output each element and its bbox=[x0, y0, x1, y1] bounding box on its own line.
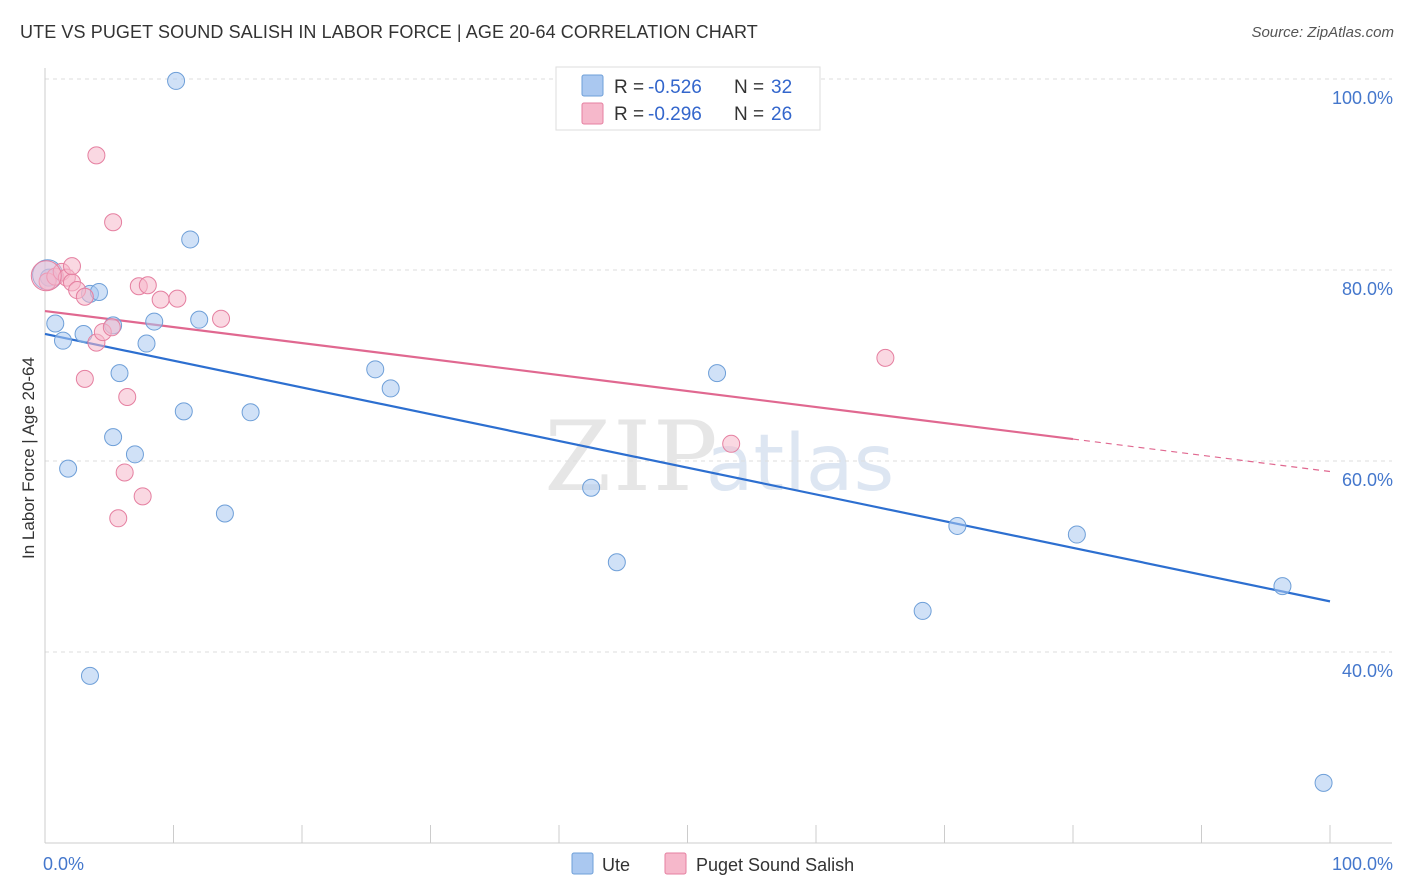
y-tick-label-0: 100.0% bbox=[1332, 88, 1393, 108]
chart-source: Source: ZipAtlas.com bbox=[1251, 24, 1394, 41]
ute-point-24 bbox=[708, 364, 727, 383]
ute-point-26 bbox=[913, 601, 932, 620]
salish-point-7 bbox=[75, 287, 94, 306]
ute-point-3 bbox=[59, 459, 78, 478]
axes bbox=[44, 68, 1392, 844]
trend-line-salish-extension bbox=[1072, 438, 1331, 473]
legend-n-label-salish: N = bbox=[734, 104, 764, 125]
legend-swatch-ute bbox=[581, 74, 604, 97]
salish-point-14 bbox=[109, 509, 128, 528]
ute-point-21 bbox=[381, 379, 400, 398]
ute-point-13 bbox=[145, 312, 164, 331]
salish-point-19 bbox=[138, 276, 157, 295]
ute-point-14 bbox=[167, 71, 186, 90]
y-axis-title: In Labor Force | Age 20-64 bbox=[19, 357, 38, 559]
ute-point-30 bbox=[1314, 773, 1333, 792]
x-tick-label-0: 0.0% bbox=[43, 854, 84, 874]
ute-point-16 bbox=[181, 230, 200, 249]
ute-point-4 bbox=[74, 324, 93, 343]
ute-point-27 bbox=[948, 516, 967, 535]
legend-swatch-salish bbox=[581, 102, 604, 125]
bottom-legend-swatch-ute bbox=[571, 852, 594, 875]
legend-r-label-ute: R = bbox=[614, 77, 644, 98]
legend-r-label-salish: R = bbox=[614, 104, 644, 125]
ute-point-18 bbox=[215, 504, 234, 523]
bottom-legend-label-ute: Ute bbox=[602, 855, 630, 875]
salish-point-16 bbox=[118, 388, 137, 407]
y-tick-label-2: 60.0% bbox=[1342, 470, 1393, 490]
ute-point-29 bbox=[1273, 577, 1292, 596]
ute-point-10 bbox=[110, 364, 129, 383]
ute-point-17 bbox=[190, 310, 209, 329]
bottom-legend-label-salish: Puget Sound Salish bbox=[696, 855, 854, 875]
ute-point-20 bbox=[366, 360, 385, 379]
y-tick-label-1: 80.0% bbox=[1342, 279, 1393, 299]
ute-point-12 bbox=[137, 334, 156, 353]
salish-point-20 bbox=[151, 290, 170, 309]
salish-point-5 bbox=[62, 257, 81, 276]
ute-point-11 bbox=[125, 445, 144, 464]
salish-point-15 bbox=[115, 463, 134, 482]
salish-point-18 bbox=[133, 487, 152, 506]
ute-point-9 bbox=[104, 428, 123, 447]
x-ticks bbox=[44, 825, 1331, 843]
salish-point-13 bbox=[104, 213, 123, 232]
trend-line-salish bbox=[44, 309, 1074, 441]
salish-point-9 bbox=[87, 146, 106, 165]
watermark-atlas: atlas bbox=[706, 419, 895, 509]
data-points bbox=[30, 71, 1333, 792]
ute-point-6 bbox=[80, 666, 99, 685]
y-tick-labels: 100.0% 80.0% 60.0% 40.0% bbox=[1332, 88, 1393, 681]
salish-point-8 bbox=[75, 369, 94, 388]
ute-point-1 bbox=[46, 314, 65, 333]
watermark: ZIP atlas bbox=[544, 401, 894, 513]
salish-point-12 bbox=[102, 318, 121, 337]
ute-point-15 bbox=[174, 402, 193, 421]
salish-point-21 bbox=[168, 289, 187, 308]
x-tick-label-1: 100.0% bbox=[1332, 854, 1393, 874]
ute-point-23 bbox=[607, 553, 626, 572]
trend-lines bbox=[44, 309, 1331, 603]
trend-line-ute bbox=[44, 332, 1331, 603]
legend-r-value-ute: -0.526 bbox=[648, 77, 702, 98]
salish-point-23 bbox=[722, 434, 741, 453]
legend-n-value-ute: 32 bbox=[771, 77, 792, 98]
ute-point-2 bbox=[53, 331, 72, 350]
salish-point-24 bbox=[876, 348, 895, 367]
y-tick-label-3: 40.0% bbox=[1342, 661, 1393, 681]
chart-title: UTE VS PUGET SOUND SALISH IN LABOR FORCE… bbox=[20, 22, 758, 42]
legend: R = -0.526 N = 32 R = -0.296 N = 26 bbox=[555, 66, 821, 131]
legend-n-value-salish: 26 bbox=[771, 104, 792, 125]
x-tick-labels: 0.0% 100.0% bbox=[43, 854, 1393, 874]
ute-point-28 bbox=[1067, 525, 1086, 544]
legend-n-label-ute: N = bbox=[734, 77, 764, 98]
ute-point-22 bbox=[582, 478, 601, 497]
bottom-legend: Ute Puget Sound Salish bbox=[571, 852, 854, 875]
salish-point-25 bbox=[30, 260, 62, 292]
salish-point-22 bbox=[212, 309, 231, 328]
legend-r-value-salish: -0.296 bbox=[648, 104, 702, 125]
ute-point-19 bbox=[241, 403, 260, 422]
bottom-legend-swatch-salish bbox=[664, 852, 687, 875]
